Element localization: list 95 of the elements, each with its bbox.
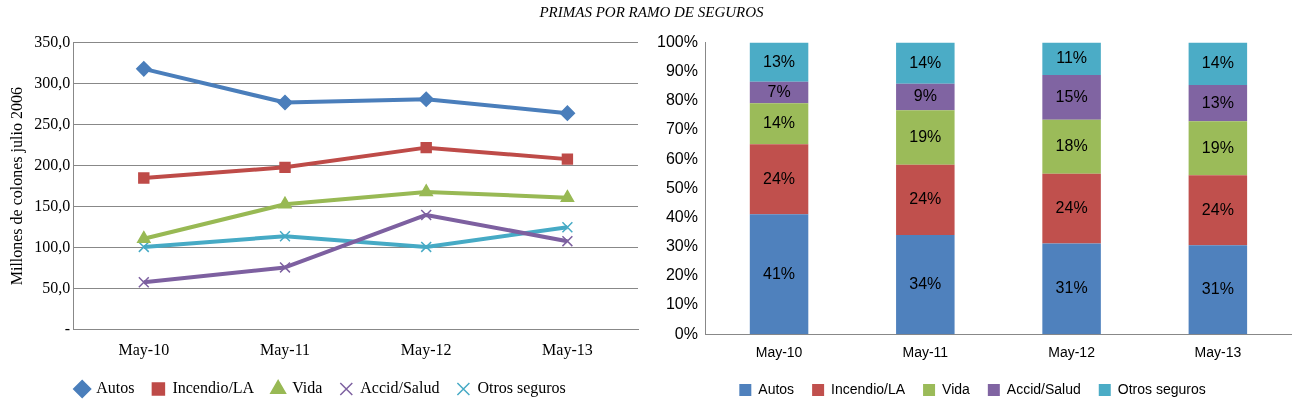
data-label: 41%: [763, 264, 796, 282]
legend-label: Incendio/LA: [172, 379, 255, 397]
data-label: 34%: [909, 275, 942, 293]
data-label: 14%: [909, 53, 942, 71]
bar: [1188, 245, 1248, 335]
data-label: 24%: [1201, 200, 1234, 218]
y-tick-label: 20%: [665, 266, 698, 284]
data-label: 24%: [763, 169, 796, 187]
x-tick-label: May-10: [118, 340, 170, 359]
data-label: 13%: [1201, 93, 1234, 111]
point: [560, 189, 575, 202]
legend-label: Otros seguros: [1117, 380, 1206, 397]
y-tick-label: 100%: [657, 33, 698, 51]
data-label: 24%: [909, 190, 942, 208]
legend-label: Autos: [758, 380, 795, 397]
point: [420, 141, 432, 154]
y-tick-label: 50%: [665, 178, 698, 196]
y-tick-label: 80%: [665, 91, 698, 109]
chart-title: PRIMAS POR RAMO DE SEGUROS: [538, 4, 765, 21]
legend-label: Accid/Salud: [360, 379, 440, 397]
y-tick-label: 50,0: [42, 278, 71, 296]
x-tick-label: May-10: [755, 344, 803, 361]
bar: [1042, 42, 1101, 75]
y-tick-label: 300,0: [34, 73, 71, 91]
legend-label: Vida: [942, 380, 971, 397]
x-tick-label: May-13: [542, 340, 593, 359]
y-tick-label: 70%: [665, 120, 698, 138]
point: [420, 209, 432, 221]
bar: [1188, 42, 1248, 85]
x-tick-label: May-13: [1194, 344, 1242, 361]
bar: [1042, 119, 1101, 174]
bar: [749, 42, 809, 82]
bar: [1188, 175, 1248, 246]
bar: [1188, 121, 1248, 176]
bar: [1042, 243, 1101, 335]
data-label: 9%: [913, 87, 937, 105]
point: [559, 105, 576, 121]
bar: [896, 164, 955, 236]
y-tick-label: 250,0: [34, 114, 71, 132]
legend-label: Autos: [96, 379, 135, 397]
point: [136, 230, 151, 243]
data-label: 31%: [1055, 279, 1088, 297]
point: [277, 94, 293, 111]
data-label: 11%: [1056, 49, 1088, 67]
bar: [1042, 173, 1101, 244]
y-tick-label: 90%: [665, 62, 698, 80]
bar: [749, 103, 809, 145]
y-tick-label: 40%: [665, 207, 698, 225]
legend-label: Accid/Salud: [1006, 380, 1081, 397]
y-tick-label: 350,0: [34, 32, 71, 50]
bar: [896, 110, 955, 165]
y-tick-label: -: [64, 320, 71, 337]
bar: [749, 214, 809, 335]
point: [561, 235, 574, 247]
x-tick-label: May-11: [259, 340, 311, 359]
point: [561, 153, 574, 165]
y-tick-label: 150,0: [34, 196, 71, 214]
data-label: 19%: [909, 127, 942, 145]
x-tick-label: May-12: [1048, 344, 1096, 361]
legend-label: Vida: [292, 379, 323, 397]
x-tick-label: May-12: [400, 340, 452, 359]
data-label: 31%: [1201, 280, 1234, 298]
bar: [896, 42, 955, 84]
y-tick-label: 60%: [665, 149, 698, 167]
data-label: 24%: [1055, 199, 1088, 217]
bar: [896, 235, 955, 335]
y-tick-label: 30%: [665, 237, 698, 255]
point: [138, 276, 150, 288]
y-tick-label: 200,0: [34, 155, 71, 173]
bar: [1042, 74, 1101, 120]
point: [279, 230, 291, 242]
point: [279, 261, 291, 274]
point: [278, 196, 292, 209]
legend-label: Incendio/LA: [831, 380, 906, 397]
legend-label: Otros seguros: [477, 379, 566, 398]
y-tick-label: 10%: [665, 295, 698, 313]
point: [419, 184, 434, 197]
point: [138, 172, 150, 184]
point: [136, 61, 152, 77]
data-label: 19%: [1201, 138, 1234, 156]
point: [418, 91, 434, 107]
point: [420, 241, 432, 253]
data-label: 18%: [1055, 137, 1088, 155]
data-label: 14%: [763, 114, 796, 132]
point: [561, 221, 574, 233]
x-tick-label: May-11: [902, 344, 949, 361]
y-axis-title: Millones de colones julio 2006: [7, 87, 26, 286]
data-label: 14%: [1201, 54, 1234, 72]
y-tick-label: 0%: [674, 324, 698, 342]
data-label: 7%: [767, 82, 791, 100]
y-tick-label: 100,0: [34, 237, 71, 255]
data-label: 15%: [1055, 87, 1088, 105]
point: [279, 161, 291, 174]
bar: [749, 144, 809, 215]
data-label: 13%: [763, 52, 796, 70]
